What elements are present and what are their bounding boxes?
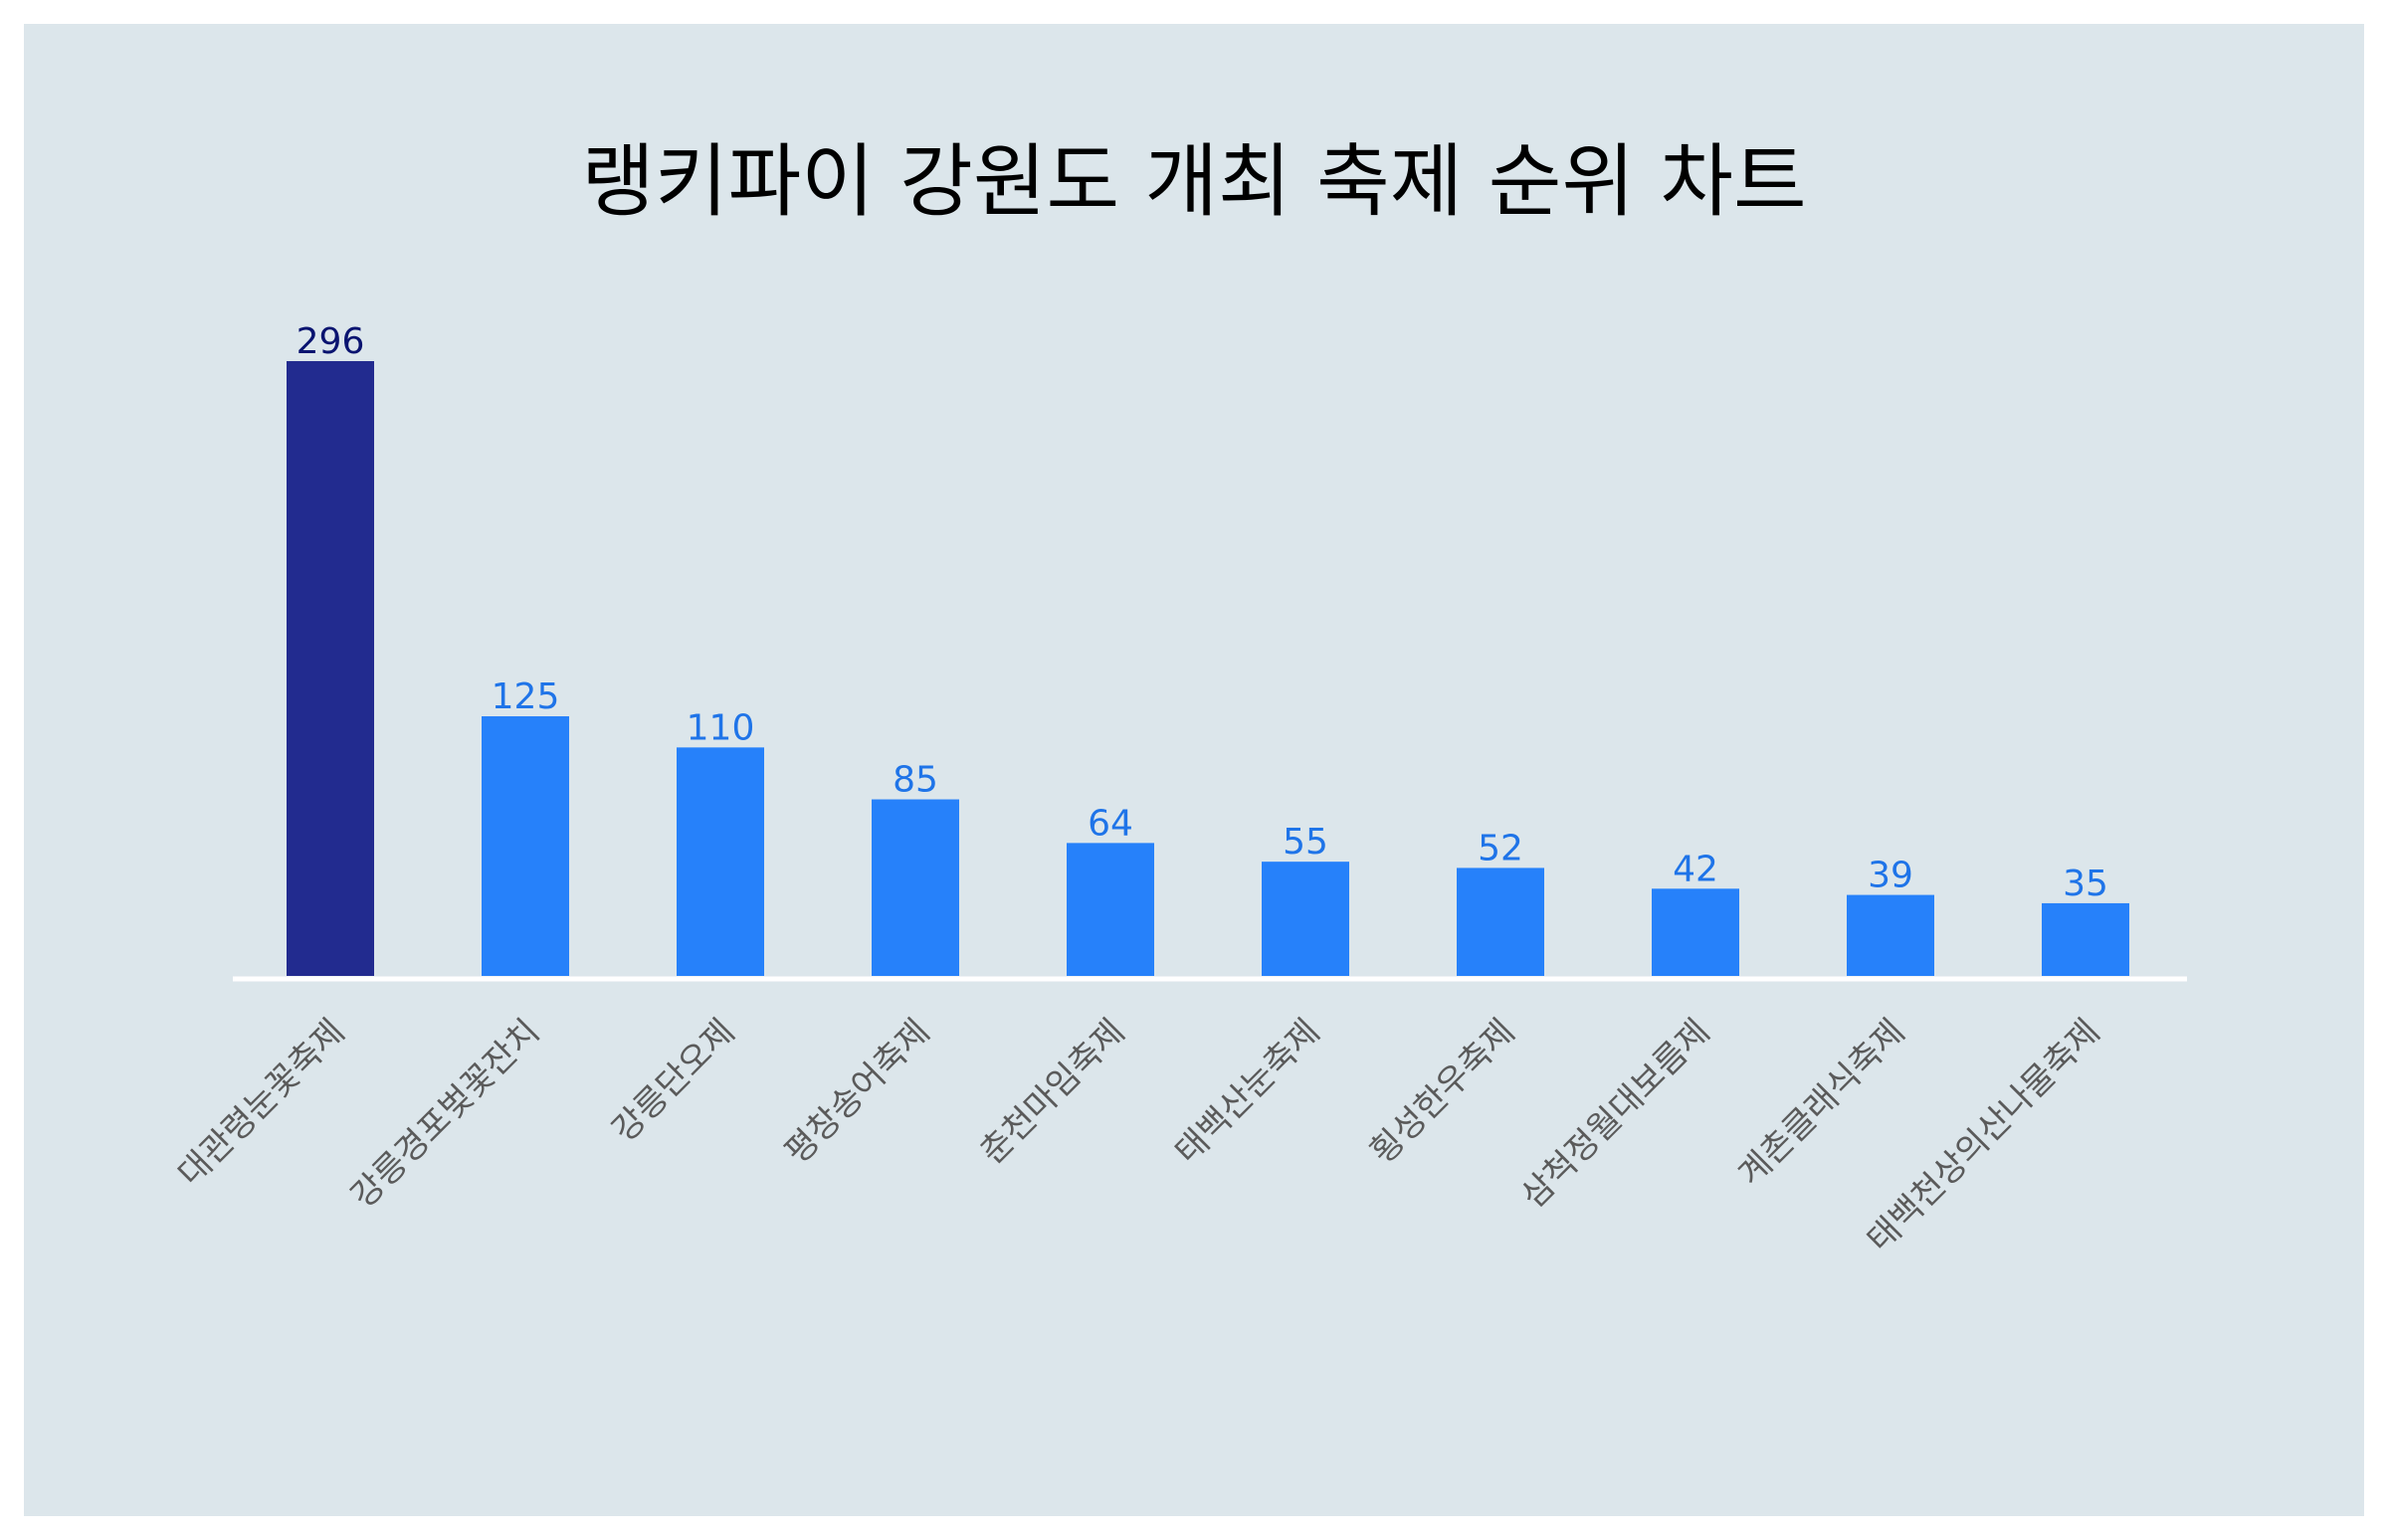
bar-1 [287,361,374,976]
value-label-10: 35 [2063,864,2108,904]
tick-label-1: 대관령눈꽃축제 [170,1012,352,1194]
bar-4 [872,799,959,976]
tick-label-7: 횡성한우축제 [1362,1012,1522,1172]
value-label-8: 42 [1673,849,1718,889]
bars-group [287,361,2129,976]
value-label-3: 110 [687,707,755,748]
bar-chart: 랭키파이 강원도 개최 축제 순위 차트 296 125 110 85 64 55 52 42… [170,135,2187,1260]
value-label-9: 39 [1868,856,1913,896]
bar-8 [1652,888,1739,976]
value-label-7: 52 [1478,828,1523,868]
tick-label-4: 평창송어축제 [777,1012,937,1172]
value-label-4: 85 [893,760,938,801]
tick-label-8: 삼척정월대보름제 [1513,1012,1717,1216]
tick-label-9: 계촌클래식축제 [1730,1012,1912,1194]
bar-10 [2042,902,2129,976]
tick-label-5: 춘천마임축제 [972,1012,1132,1172]
tick-label-3: 강릉단오제 [604,1012,742,1150]
tick-label-2: 강릉경포벚꽃잔치 [343,1012,547,1216]
value-label-1: 296 [297,321,365,362]
bar-5 [1067,843,1154,976]
value-labels-group: 296 125 110 85 64 55 52 42 39 35 [297,321,2108,904]
value-label-5: 64 [1088,803,1133,844]
bar-9 [1847,894,1934,976]
bar-2 [482,716,569,976]
chart-title: 랭키파이 강원도 개최 축제 순위 차트 [581,135,1806,228]
bar-3 [677,747,764,976]
value-label-2: 125 [492,676,560,717]
tick-label-6: 태백산눈축제 [1167,1012,1327,1172]
bar-6 [1262,862,1349,976]
bar-7 [1457,867,1544,976]
value-label-6: 55 [1283,822,1328,863]
chart-panel: 랭키파이 강원도 개최 축제 순위 차트 296 125 110 85 64 55 52 42… [24,24,2364,1516]
